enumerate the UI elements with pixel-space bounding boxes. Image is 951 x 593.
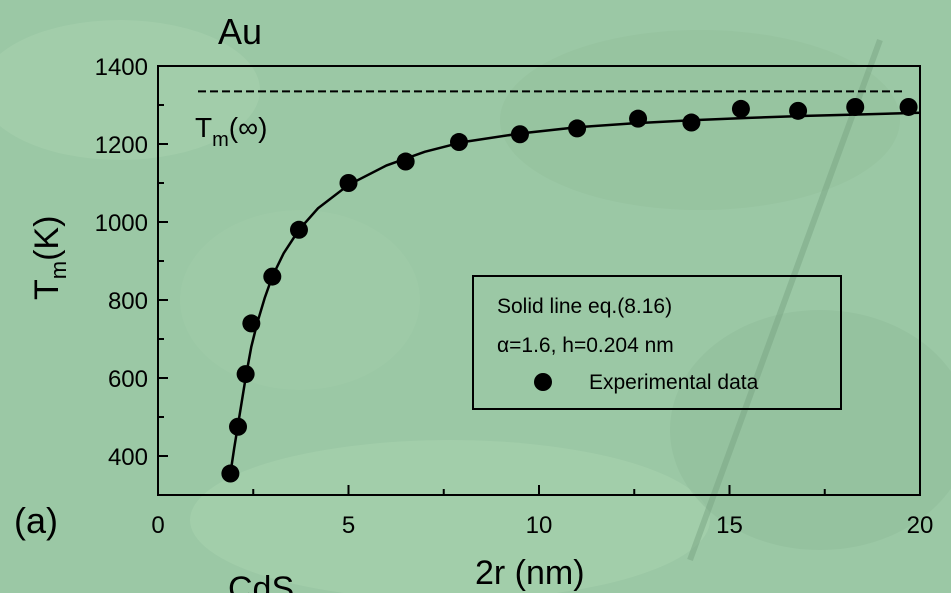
data-point	[396, 152, 415, 171]
data-point	[236, 365, 255, 384]
y-tick-label: 1200	[95, 132, 148, 159]
data-point	[846, 97, 865, 116]
asymptote-label: Tm(∞)	[195, 112, 267, 151]
data-point	[568, 119, 587, 138]
x-tick-label: 0	[151, 512, 164, 539]
data-point	[899, 97, 918, 116]
data-point	[789, 101, 808, 120]
y-tick-label: 600	[108, 366, 148, 393]
chart-title: Au	[218, 11, 262, 52]
data-point	[242, 314, 261, 333]
asymptote-label-sub: m	[212, 129, 229, 151]
legend-line2: α=1.6, h=0.204 nm	[497, 334, 674, 357]
legend-marker	[534, 373, 552, 391]
data-point	[510, 125, 529, 144]
fit-curve-group	[229, 111, 921, 474]
x-tick-label: 5	[342, 512, 355, 539]
asymptote-label-main: T	[195, 112, 212, 143]
bottom-text: CdS	[228, 570, 294, 593]
x-tick-label: 20	[907, 512, 934, 539]
fit-curve-line	[229, 111, 921, 474]
legend-box	[472, 275, 842, 410]
svg-text:Tm(K): Tm(K)	[28, 216, 71, 300]
y-axis-label-main: T	[28, 279, 66, 300]
data-point	[449, 133, 468, 152]
data-point	[339, 174, 358, 192]
data-point	[229, 417, 248, 436]
data-point	[731, 99, 750, 118]
data-points-group	[221, 97, 918, 483]
data-point	[629, 109, 648, 128]
asymptote-label-tail: (∞)	[229, 112, 268, 143]
data-point	[221, 464, 240, 483]
data-point	[263, 267, 282, 286]
y-tick-label: 1000	[95, 210, 148, 237]
data-point	[289, 220, 308, 239]
y-tick-label: 800	[108, 288, 148, 315]
y-axis-label-sub: m	[46, 261, 71, 279]
x-axis-label: 2r (nm)	[475, 554, 585, 592]
x-tick-label: 10	[526, 512, 553, 539]
y-axis-label-unit: (K)	[28, 216, 66, 261]
legend-line1: Solid line eq.(8.16)	[497, 295, 672, 318]
y-axis-label: Tm(K)	[28, 216, 71, 300]
y-tick-label: 400	[108, 444, 148, 471]
legend-marker-label: Experimental data	[589, 371, 759, 394]
panel-label: (a)	[14, 500, 58, 541]
data-point	[682, 113, 701, 132]
axis-ticks: 0 5 10 15 20 400 600 800 1000 1200 1400	[95, 54, 934, 539]
x-tick-label: 15	[716, 512, 743, 539]
legend: Solid line eq.(8.16) α=1.6, h=0.204 nm E…	[472, 275, 842, 410]
y-tick-label: 1400	[95, 54, 148, 81]
